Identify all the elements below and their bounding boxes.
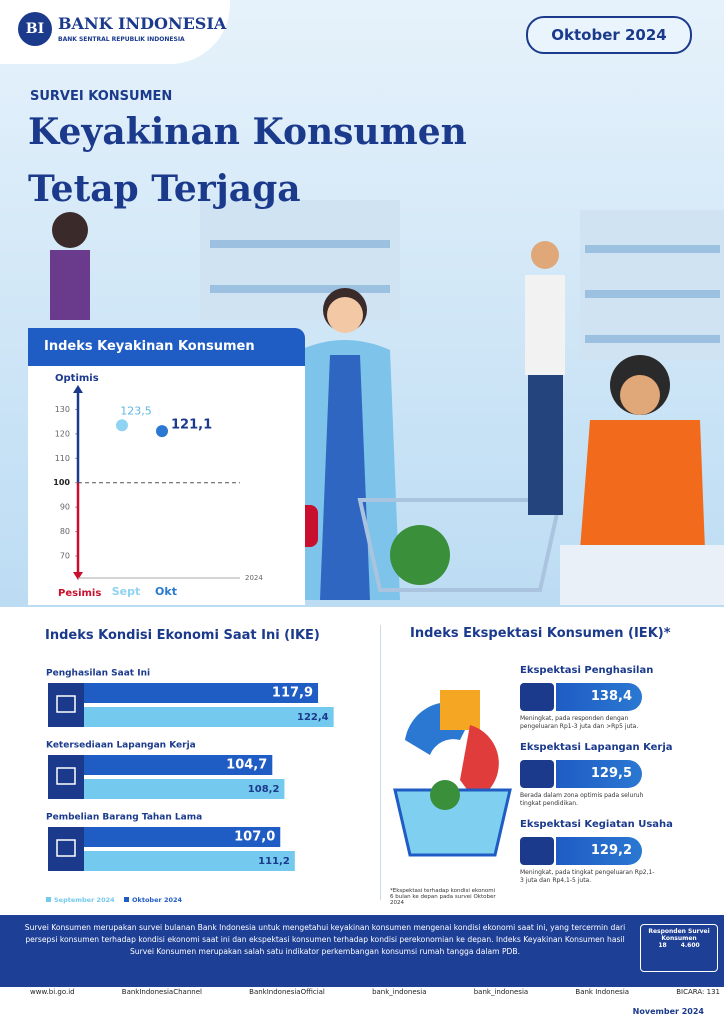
footer-band bbox=[0, 915, 724, 987]
divider bbox=[380, 625, 381, 900]
title: Keyakinan Konsumen bbox=[28, 111, 467, 153]
ike-title: Indeks Kondisi Ekonomi Saat Ini (IKE) bbox=[45, 628, 320, 643]
icon-box bbox=[48, 683, 84, 727]
category-label: Ketersediaan Lapangan Kerja bbox=[46, 741, 196, 751]
icon bbox=[56, 767, 76, 785]
kicker: SURVEI KONSUMEN bbox=[30, 89, 173, 104]
icon-box bbox=[48, 755, 84, 799]
respondents-count: 18 bbox=[658, 942, 667, 949]
legend-label: Oktober 2024 bbox=[132, 896, 183, 904]
brand-sub: BANK SENTRAL REPUBLIK INDONESIA bbox=[58, 36, 185, 43]
iek-footnote: *Ekspektasi terhadap kondisi ekonomi 6 b… bbox=[390, 888, 496, 906]
social-link[interactable]: bank_indonesia bbox=[372, 988, 427, 996]
logo-icon: BI bbox=[18, 12, 52, 46]
socials: www.bi.go.id BankIndonesiaChannel BankIndo… bbox=[30, 988, 720, 1002]
icon bbox=[56, 695, 76, 713]
ikk-title: Indeks Keyakinan Konsumen bbox=[28, 328, 305, 366]
social-link[interactable]: Bank Indonesia bbox=[575, 988, 630, 996]
social-link[interactable]: BICARA: 131 bbox=[676, 988, 720, 996]
category-label: Pembelian Barang Tahan Lama bbox=[46, 813, 202, 823]
social-link[interactable]: bank_indonesia bbox=[473, 988, 529, 996]
respondents: Responden Survei Konsumen 18 4.600 bbox=[640, 924, 718, 972]
legend-swatch bbox=[46, 897, 51, 902]
iek-title: Indeks Ekspektasi Konsumen (IEK)* bbox=[410, 626, 671, 641]
iek-icon bbox=[520, 683, 554, 711]
bar bbox=[84, 779, 285, 799]
iek-label: Ekspektasi Penghasilan bbox=[520, 665, 654, 676]
social-link[interactable]: BankIndonesiaChannel bbox=[121, 988, 202, 996]
respondents-count: 4.600 bbox=[680, 942, 700, 949]
bar bbox=[84, 683, 319, 703]
iek-icon bbox=[520, 837, 554, 865]
bar bbox=[84, 827, 281, 847]
social-link[interactable]: www.bi.go.id bbox=[30, 988, 75, 996]
icon-box bbox=[48, 827, 84, 871]
bar bbox=[84, 707, 334, 727]
ikk-panel bbox=[28, 365, 305, 605]
period: Oktober 2024 bbox=[526, 16, 692, 54]
value-label: 111,2 bbox=[258, 856, 290, 867]
illustration bbox=[50, 200, 724, 605]
value-label: 107,0 bbox=[234, 830, 275, 845]
footer-date: November 2024 bbox=[632, 1007, 704, 1016]
legend-swatch bbox=[124, 897, 129, 902]
basket-illustration bbox=[393, 690, 512, 857]
title: Tetap Terjaga bbox=[28, 168, 301, 210]
respondents-title: Responden Survei Konsumen bbox=[648, 928, 710, 942]
iek-note: Berada dalam zona optimis pada seluruh t… bbox=[520, 792, 644, 807]
iek-pill: 138,4 bbox=[556, 683, 642, 711]
iek-note: Meningkat, pada responden dengan pengelu… bbox=[520, 715, 639, 730]
category-label: Penghasilan Saat Ini bbox=[46, 669, 150, 679]
iek-pill: 129,2 bbox=[556, 837, 642, 865]
iek-note: Meningkat, pada tingkat pengeluaran Rp2,… bbox=[520, 869, 655, 884]
iek-pill: 129,5 bbox=[556, 760, 642, 788]
value-label: 104,7 bbox=[226, 758, 267, 773]
social-link[interactable]: BankIndonesiaOfficial bbox=[249, 988, 325, 996]
bar bbox=[84, 851, 295, 871]
iek-label: Ekspektasi Kegiatan Usaha bbox=[520, 819, 673, 830]
iek-label: Ekspektasi Lapangan Kerja bbox=[520, 742, 673, 753]
brand: BANK INDONESIA bbox=[58, 14, 227, 33]
bar bbox=[84, 755, 273, 775]
value-label: 108,2 bbox=[248, 784, 280, 795]
footer-text: Survei Konsumen merupakan survei bulanan… bbox=[24, 923, 626, 956]
value-label: 122,4 bbox=[297, 712, 329, 723]
legend-label: September 2024 bbox=[54, 896, 115, 904]
value-label: 117,9 bbox=[272, 686, 313, 701]
icon bbox=[56, 839, 76, 857]
iek-icon bbox=[520, 760, 554, 788]
